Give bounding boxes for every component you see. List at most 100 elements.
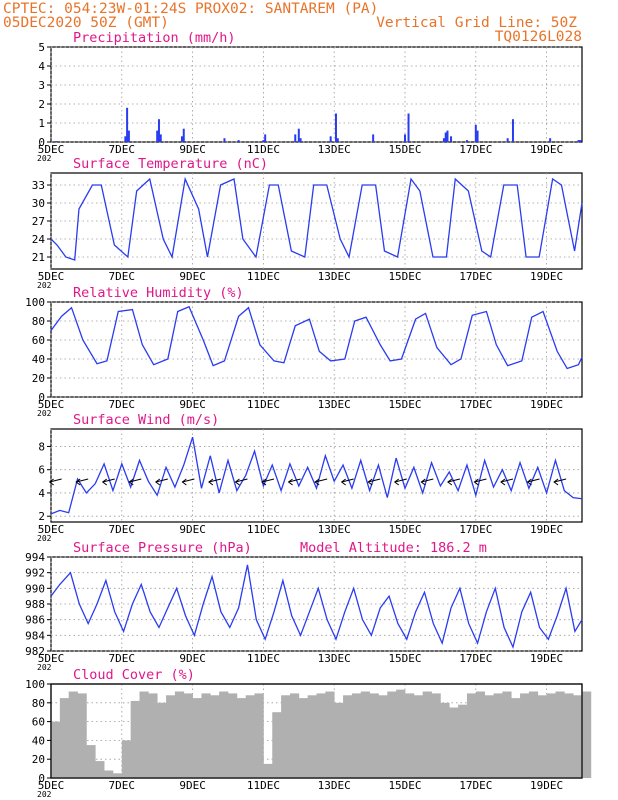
cloud-bar bbox=[263, 763, 273, 778]
precip-bar bbox=[336, 138, 339, 142]
x-tick-label: 11DEC bbox=[247, 652, 280, 665]
cloud-bar bbox=[493, 693, 503, 778]
wind-arrow-head bbox=[48, 478, 54, 486]
y-tick-label: 60 bbox=[32, 716, 45, 729]
x-tick-label: 15DEC bbox=[388, 398, 421, 411]
precip-bar bbox=[442, 138, 445, 142]
cloud-bar bbox=[405, 693, 415, 778]
precip-bar bbox=[157, 119, 160, 142]
cloud-bar bbox=[281, 695, 291, 778]
wind-arrow-head bbox=[75, 478, 81, 486]
cloud-bar bbox=[475, 691, 486, 778]
plot-frame-overlay bbox=[50, 683, 583, 779]
x-tick-label: 11DEC bbox=[247, 523, 280, 536]
precip-bar bbox=[446, 130, 449, 142]
cloud-bar bbox=[511, 698, 521, 778]
cloud-bar bbox=[369, 693, 379, 778]
cloud-bar bbox=[254, 693, 264, 778]
wind-arrow-head bbox=[367, 478, 373, 486]
wind-arrow bbox=[473, 478, 487, 486]
y-tick-label: 8 bbox=[38, 440, 45, 453]
wind-arrow bbox=[181, 478, 195, 486]
y-tick-label: 984 bbox=[25, 629, 45, 642]
cloud-bar bbox=[112, 773, 123, 778]
y-tick-label: 0 bbox=[38, 391, 45, 404]
cloud-bar bbox=[360, 691, 370, 778]
x-tick-label: 11DEC bbox=[247, 143, 280, 156]
precip-bar bbox=[579, 140, 582, 142]
cloud-bar bbox=[289, 693, 300, 778]
wind-arrow bbox=[75, 478, 89, 486]
x-tick-label: 13DEC bbox=[318, 270, 351, 283]
wind-arrow bbox=[500, 478, 514, 486]
x-tick-label: 13DEC bbox=[318, 398, 351, 411]
y-tick-label: 4 bbox=[38, 487, 45, 500]
y-tick-label: 24 bbox=[32, 233, 46, 246]
wind-arrow-head bbox=[473, 478, 479, 486]
series-line bbox=[50, 564, 583, 650]
x-tick-label: 9DEC bbox=[179, 143, 206, 156]
wind-arrow-head bbox=[287, 478, 293, 486]
precip-bar bbox=[329, 136, 332, 142]
wind-arrow-shaft bbox=[341, 478, 354, 483]
cloud-bar bbox=[95, 761, 105, 778]
x-tick-label: 17DEC bbox=[459, 779, 492, 792]
wind-arrow-head bbox=[234, 478, 240, 486]
y-tick-label: 21 bbox=[32, 251, 45, 264]
wind-arrow bbox=[48, 478, 62, 486]
x-tick-label: 19DEC bbox=[530, 398, 563, 411]
y-tick-label: 2 bbox=[38, 510, 45, 523]
cloud-bar bbox=[325, 691, 335, 778]
precip-bar bbox=[159, 134, 162, 142]
precip-bar bbox=[404, 134, 406, 142]
x-year-label: 202 bbox=[37, 409, 52, 418]
wind-arrow-shaft bbox=[261, 478, 275, 483]
x-tick-label: 13DEC bbox=[318, 143, 351, 156]
cloud-bar bbox=[157, 702, 167, 778]
wind-arrow bbox=[234, 478, 248, 486]
x-tick-label: 17DEC bbox=[459, 652, 492, 665]
cloud-bar bbox=[148, 693, 158, 778]
x-tick-label: 15DEC bbox=[388, 779, 421, 792]
x-tick-label: 9DEC bbox=[179, 652, 206, 665]
x-tick-label: 7DEC bbox=[109, 270, 136, 283]
wind-arrow-head bbox=[314, 478, 320, 486]
wind-arrow-shaft bbox=[553, 478, 567, 483]
wind-arrow-shaft bbox=[102, 478, 115, 483]
wind-arrow-shaft bbox=[208, 478, 222, 483]
x-tick-label: 19DEC bbox=[530, 652, 563, 665]
panel-annotation: Model Altitude: 186.2 m bbox=[300, 540, 487, 556]
precip-bar bbox=[372, 134, 375, 142]
x-tick-label: 15DEC bbox=[388, 523, 421, 536]
precip-bar bbox=[407, 113, 410, 142]
precip-bar bbox=[334, 113, 337, 142]
precip-bar bbox=[237, 140, 240, 142]
wind-arrow bbox=[154, 478, 168, 486]
x-tick-label: 7DEC bbox=[109, 398, 136, 411]
y-tick-label: 100 bbox=[25, 296, 45, 309]
surface-pressure-panel: 5DEC 7DEC 9DEC 11DEC 13DEC 15DEC 17DEC 19DEC 202… bbox=[25, 540, 583, 672]
x-tick-label: 9DEC bbox=[179, 779, 206, 792]
y-tick-label: 6 bbox=[38, 464, 45, 477]
series-line bbox=[50, 305, 583, 370]
wind-arrow bbox=[128, 478, 142, 486]
cloud-bar bbox=[307, 695, 317, 778]
x-tick-label: 7DEC bbox=[109, 143, 136, 156]
x-tick-label: 15DEC bbox=[388, 143, 421, 156]
wind-arrow-head bbox=[393, 478, 400, 486]
precip-bar bbox=[180, 136, 183, 142]
cloud-bar bbox=[520, 693, 530, 778]
cloud-bar bbox=[139, 691, 149, 778]
y-tick-label: 5 bbox=[38, 41, 45, 54]
cloud-bar bbox=[166, 695, 176, 778]
x-tick-label: 5DEC bbox=[38, 652, 65, 665]
y-tick-label: 100 bbox=[25, 678, 45, 691]
wind-arrow bbox=[393, 478, 407, 486]
cloud-bar bbox=[130, 700, 140, 778]
precipitation-panel: 5DEC 7DEC 9DEC 11DEC 13DEC 15DEC 17DEC 19DEC202… bbox=[37, 30, 583, 163]
x-tick-label: 5DEC bbox=[38, 270, 65, 283]
wind-arrow-head bbox=[447, 478, 453, 486]
y-tick-label: 988 bbox=[25, 598, 45, 611]
x-tick-label: 11DEC bbox=[247, 398, 280, 411]
